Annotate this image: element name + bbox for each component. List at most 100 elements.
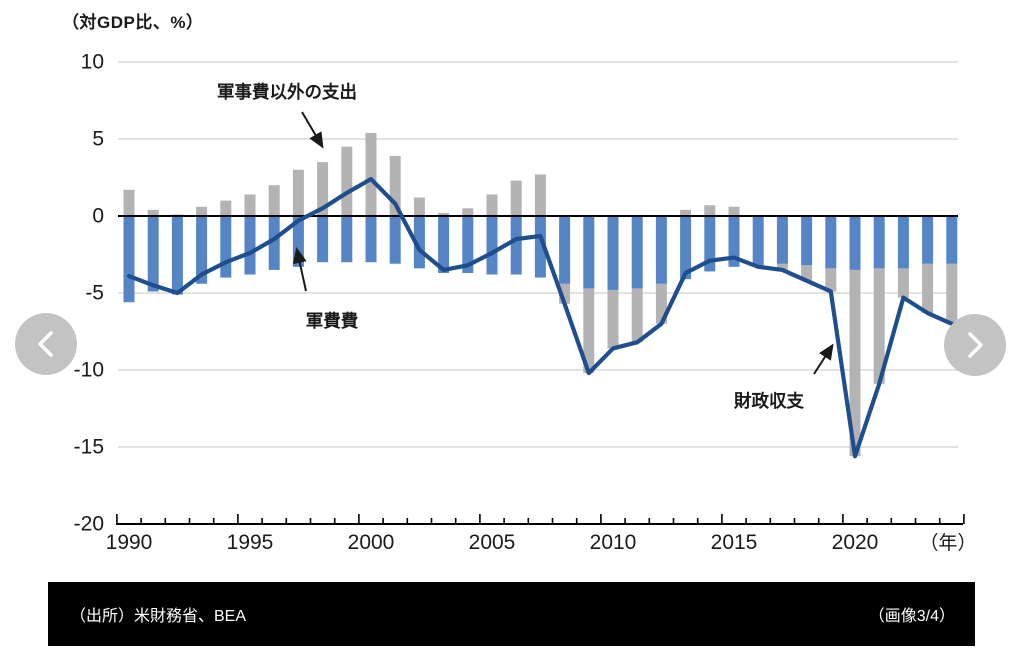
bar-military (752, 216, 764, 266)
annotation-label-1: 軍費費 (306, 311, 359, 331)
bar-military (196, 216, 208, 284)
bar-nonmilitary (196, 206, 208, 216)
bar-military (510, 216, 522, 275)
x-tick-label: 2015 (711, 531, 758, 554)
bar-nonmilitary (365, 132, 377, 216)
bar-military (534, 216, 546, 278)
bar-military (147, 216, 159, 292)
y-tick-label: 0 (92, 205, 104, 228)
bar-nonmilitary (292, 169, 304, 216)
annotation-label-0: 軍事費以外の支出 (217, 82, 357, 102)
bar-military (825, 216, 837, 269)
bar-nonmilitary (510, 180, 522, 216)
bar-nonmilitary (413, 197, 425, 216)
bar-military (171, 216, 183, 295)
bar-military (559, 216, 571, 284)
bar-nonmilitary (534, 174, 546, 216)
bar-nonmilitary (897, 268, 909, 298)
bar-nonmilitary (873, 268, 885, 384)
y-tick-label: -5 (85, 282, 104, 305)
bar-military (365, 216, 377, 263)
gridlines (118, 61, 958, 448)
y-tick-label: 5 (92, 128, 104, 151)
bar-military (123, 216, 135, 303)
x-tick-label: 2000 (348, 531, 395, 554)
y-tick-label: -10 (74, 359, 104, 382)
bar-military (922, 216, 934, 264)
bar-military (631, 216, 643, 289)
bar-military (317, 216, 329, 263)
bar-nonmilitary (220, 200, 232, 216)
carousel-prev-button[interactable] (15, 313, 77, 375)
bar-military (486, 216, 498, 275)
bar-nonmilitary (922, 263, 934, 314)
bar-military (704, 216, 716, 272)
balance-line (126, 176, 954, 459)
chevron-right-icon (968, 332, 983, 358)
bar-military (607, 216, 619, 290)
bar-nonmilitary (317, 162, 329, 216)
bar-military (849, 216, 861, 270)
axis-unit-label: （対GDP比、%） (62, 13, 204, 32)
bar-military (946, 216, 958, 264)
bar-nonmilitary (559, 283, 571, 304)
source-text: （出所）米財務省、BEA (70, 608, 247, 625)
carousel-next-button[interactable] (944, 314, 1006, 376)
balance-line-path (126, 176, 954, 459)
bar-nonmilitary (946, 263, 958, 324)
bar-military (583, 216, 595, 289)
bar-military (897, 216, 909, 269)
y-tick-label: -20 (74, 513, 104, 536)
bar-nonmilitary (704, 205, 716, 216)
annotation-arrow-0 (301, 111, 324, 149)
bar-military (244, 216, 256, 275)
annotation-arrow-1 (292, 247, 307, 292)
bar-nonmilitary (728, 206, 740, 216)
page-indicator: （画像3/4） (868, 608, 955, 625)
bar-military (801, 216, 813, 266)
bar-nonmilitary (147, 209, 159, 216)
x-tick-label: 2020 (832, 531, 879, 554)
x-axis-suffix: （年） (919, 532, 976, 554)
bar-military (873, 216, 885, 269)
bar-military (462, 216, 474, 273)
bar-military (413, 216, 425, 269)
bar-nonmilitary (849, 269, 861, 457)
bar-nonmilitary (438, 212, 450, 216)
bar-military (341, 216, 353, 263)
chevron-left-icon (38, 331, 53, 357)
y-tick-label: -15 (74, 436, 104, 459)
bar-nonmilitary (631, 288, 643, 343)
bar-military (389, 216, 401, 264)
x-tick-label: 1995 (227, 531, 274, 554)
bar-nonmilitary (655, 283, 667, 324)
bars-group (123, 132, 958, 457)
y-tick-label: 10 (81, 51, 104, 74)
bar-nonmilitary (123, 189, 135, 216)
bar-nonmilitary (341, 146, 353, 216)
bar-nonmilitary (776, 263, 788, 270)
bar-nonmilitary (486, 194, 498, 216)
bar-nonmilitary (825, 268, 837, 292)
bar-nonmilitary (680, 209, 692, 216)
bar-military (220, 216, 232, 278)
bar-military (728, 216, 740, 267)
annotation-label-2: 財政収支 (733, 391, 804, 411)
bar-military (655, 216, 667, 284)
footer-bar: （出所）米財務省、BEA （画像3/4） (48, 582, 975, 646)
x-tick-label: 2005 (469, 531, 516, 554)
bar-military (438, 216, 450, 273)
bar-nonmilitary (268, 185, 280, 216)
bar-nonmilitary (583, 288, 595, 374)
bar-military (292, 216, 304, 267)
bar-military (776, 216, 788, 264)
bar-nonmilitary (389, 155, 401, 216)
annotation-arrow-2 (813, 343, 834, 375)
x-tick-label: 2010 (590, 531, 637, 554)
x-tick-label: 1990 (106, 531, 153, 554)
bar-nonmilitary (607, 289, 619, 349)
bar-military (268, 216, 280, 270)
